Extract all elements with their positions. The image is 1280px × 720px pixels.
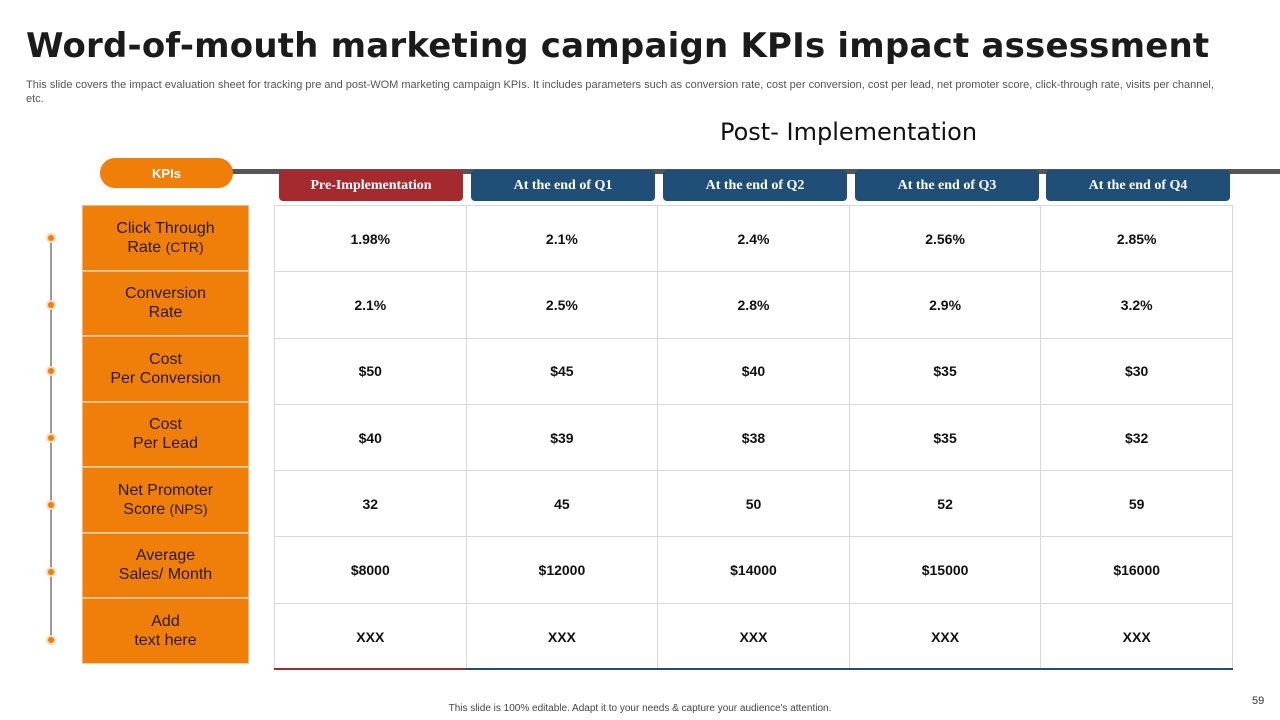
table-cell: 52 bbox=[850, 471, 1042, 537]
page-subtitle: This slide covers the impact evaluation … bbox=[26, 79, 1214, 105]
col-header-q4: At the end of Q4 bbox=[1046, 170, 1230, 201]
table-cell: XXX bbox=[1122, 628, 1151, 645]
kpi-cell-cost-per-conversion: Cost Per Conversion bbox=[82, 336, 249, 402]
table-cell: 2.85% bbox=[1116, 230, 1157, 247]
table-cell: 2.4% bbox=[658, 206, 850, 272]
table-cell: $35 bbox=[850, 338, 1042, 404]
table-row: $40 $39 $38 $35 $32 bbox=[275, 404, 1232, 472]
table-cell: $40 bbox=[275, 404, 467, 471]
table-cell: 32 bbox=[275, 471, 467, 537]
table-row: 1.98% 2.1% 2.4% 2.56% 2.85% bbox=[275, 206, 1232, 273]
table-cell: XXX bbox=[467, 603, 659, 671]
timeline-dot bbox=[46, 635, 56, 645]
table-cell: $32 bbox=[1124, 429, 1149, 446]
table-cell: $39 bbox=[467, 404, 659, 471]
col-header-pre-implementation: Pre-Implementation bbox=[279, 170, 463, 201]
timeline-dot bbox=[46, 233, 56, 243]
kpi-cell-cost-per-lead: Cost Per Lead bbox=[82, 401, 249, 467]
table-cell: $14000 bbox=[658, 537, 850, 603]
table-cell: 59 bbox=[1128, 495, 1145, 512]
table-cell: $12000 bbox=[467, 537, 659, 603]
table-row: $8000 $12000 $14000 $15000 $16000 bbox=[275, 537, 1232, 604]
table-cell: 2.1% bbox=[275, 272, 467, 338]
table-cell: 2.1% bbox=[467, 206, 659, 272]
table-row: $50 $45 $40 $35 $30 bbox=[275, 338, 1232, 405]
timeline-dot bbox=[46, 567, 56, 577]
col-header-q2: At the end of Q2 bbox=[663, 170, 847, 201]
page-number: 59 bbox=[1252, 695, 1265, 707]
table-cell: $45 bbox=[467, 338, 659, 404]
timeline-dot bbox=[46, 500, 56, 510]
timeline-dot bbox=[46, 366, 56, 376]
table-row: 2.1% 2.5% 2.8% 2.9% 3.2% bbox=[275, 272, 1232, 339]
kpi-cell-average-sales: Average Sales/ Month bbox=[82, 532, 249, 598]
table-cell: 2.8% bbox=[658, 272, 850, 338]
table-cell: $50 bbox=[275, 338, 467, 404]
table-cell: 1.98% bbox=[275, 206, 467, 272]
table-cell: 3.2% bbox=[1120, 296, 1153, 313]
kpi-column: Click Through Rate (CTR) Conversion Rate C… bbox=[82, 205, 249, 664]
timeline-dot bbox=[46, 300, 56, 310]
table-cell: 50 bbox=[658, 471, 850, 537]
kpis-pill: KPIs bbox=[100, 158, 233, 188]
table-cell: 45 bbox=[467, 471, 659, 537]
kpi-cell-add-text: Add text here bbox=[82, 598, 249, 664]
kpi-cell-ctr: Click Through Rate (CTR) bbox=[82, 205, 249, 271]
timeline-dot bbox=[46, 433, 56, 443]
table-cell: XXX bbox=[850, 603, 1042, 671]
table-cell: $15000 bbox=[850, 537, 1042, 603]
kpi-cell-nps: Net Promoter Score (NPS) bbox=[82, 467, 249, 533]
col-header-q1: At the end of Q1 bbox=[471, 170, 655, 201]
table-cell: $8000 bbox=[275, 537, 467, 603]
table-cell: $35 bbox=[850, 404, 1042, 471]
table-cell: 2.9% bbox=[850, 272, 1042, 338]
table-cell: $30 bbox=[1124, 363, 1149, 380]
table-row: 32 45 50 52 59 bbox=[275, 471, 1232, 538]
table-cell: XXX bbox=[275, 603, 467, 671]
table-cell: XXX bbox=[658, 603, 850, 671]
table-cell: $40 bbox=[658, 338, 850, 404]
table-cell: $16000 bbox=[1113, 562, 1161, 579]
table-bottom-accent-pre bbox=[274, 668, 466, 670]
table-row: XXX XXX XXX XXX XXX bbox=[275, 603, 1232, 671]
table-cell: 2.5% bbox=[467, 272, 659, 338]
table-cell: 2.56% bbox=[850, 206, 1042, 272]
col-header-q3: At the end of Q3 bbox=[855, 170, 1039, 201]
footer-note: This slide is 100% editable. Adapt it to… bbox=[448, 703, 832, 714]
kpi-cell-conversion-rate: Conversion Rate bbox=[82, 270, 249, 336]
kpi-table: 1.98% 2.1% 2.4% 2.56% 2.85% 2.1% 2.5% 2.… bbox=[274, 205, 1233, 671]
post-implementation-heading: Post- Implementation bbox=[720, 118, 978, 146]
page-title: Word-of-mouth marketing campaign KPIs im… bbox=[26, 26, 1210, 66]
table-bottom-accent-post bbox=[466, 668, 1233, 670]
table-cell: $38 bbox=[658, 404, 850, 471]
